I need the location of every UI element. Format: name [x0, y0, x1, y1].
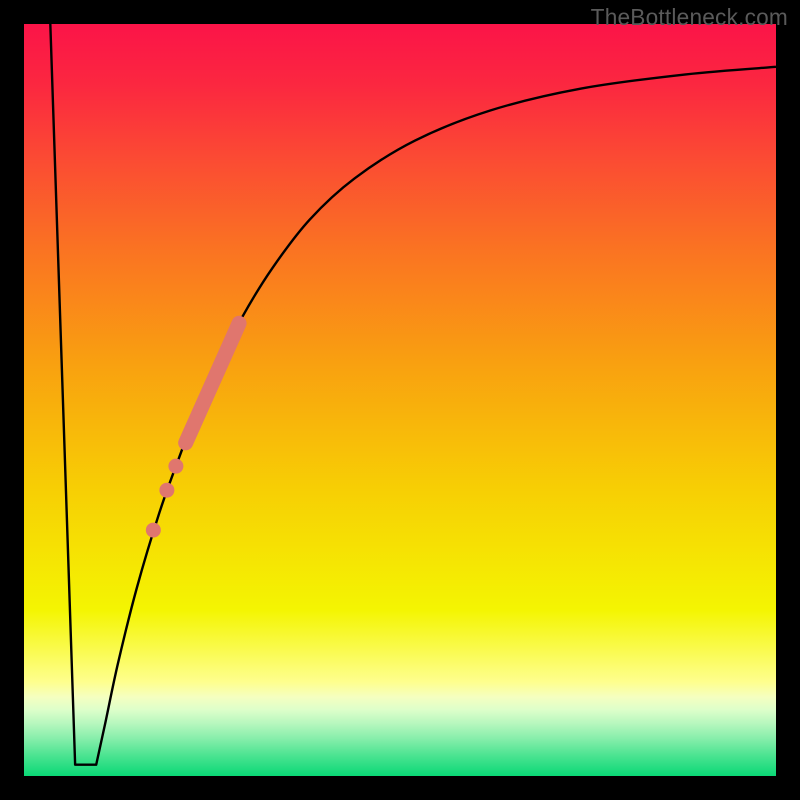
plot-background — [24, 24, 776, 776]
highlight-dot — [146, 523, 161, 538]
highlight-dot — [168, 459, 183, 474]
bottleneck-chart — [0, 0, 800, 800]
chart-container: TheBottleneck.com — [0, 0, 800, 800]
highlight-dot — [159, 483, 174, 498]
